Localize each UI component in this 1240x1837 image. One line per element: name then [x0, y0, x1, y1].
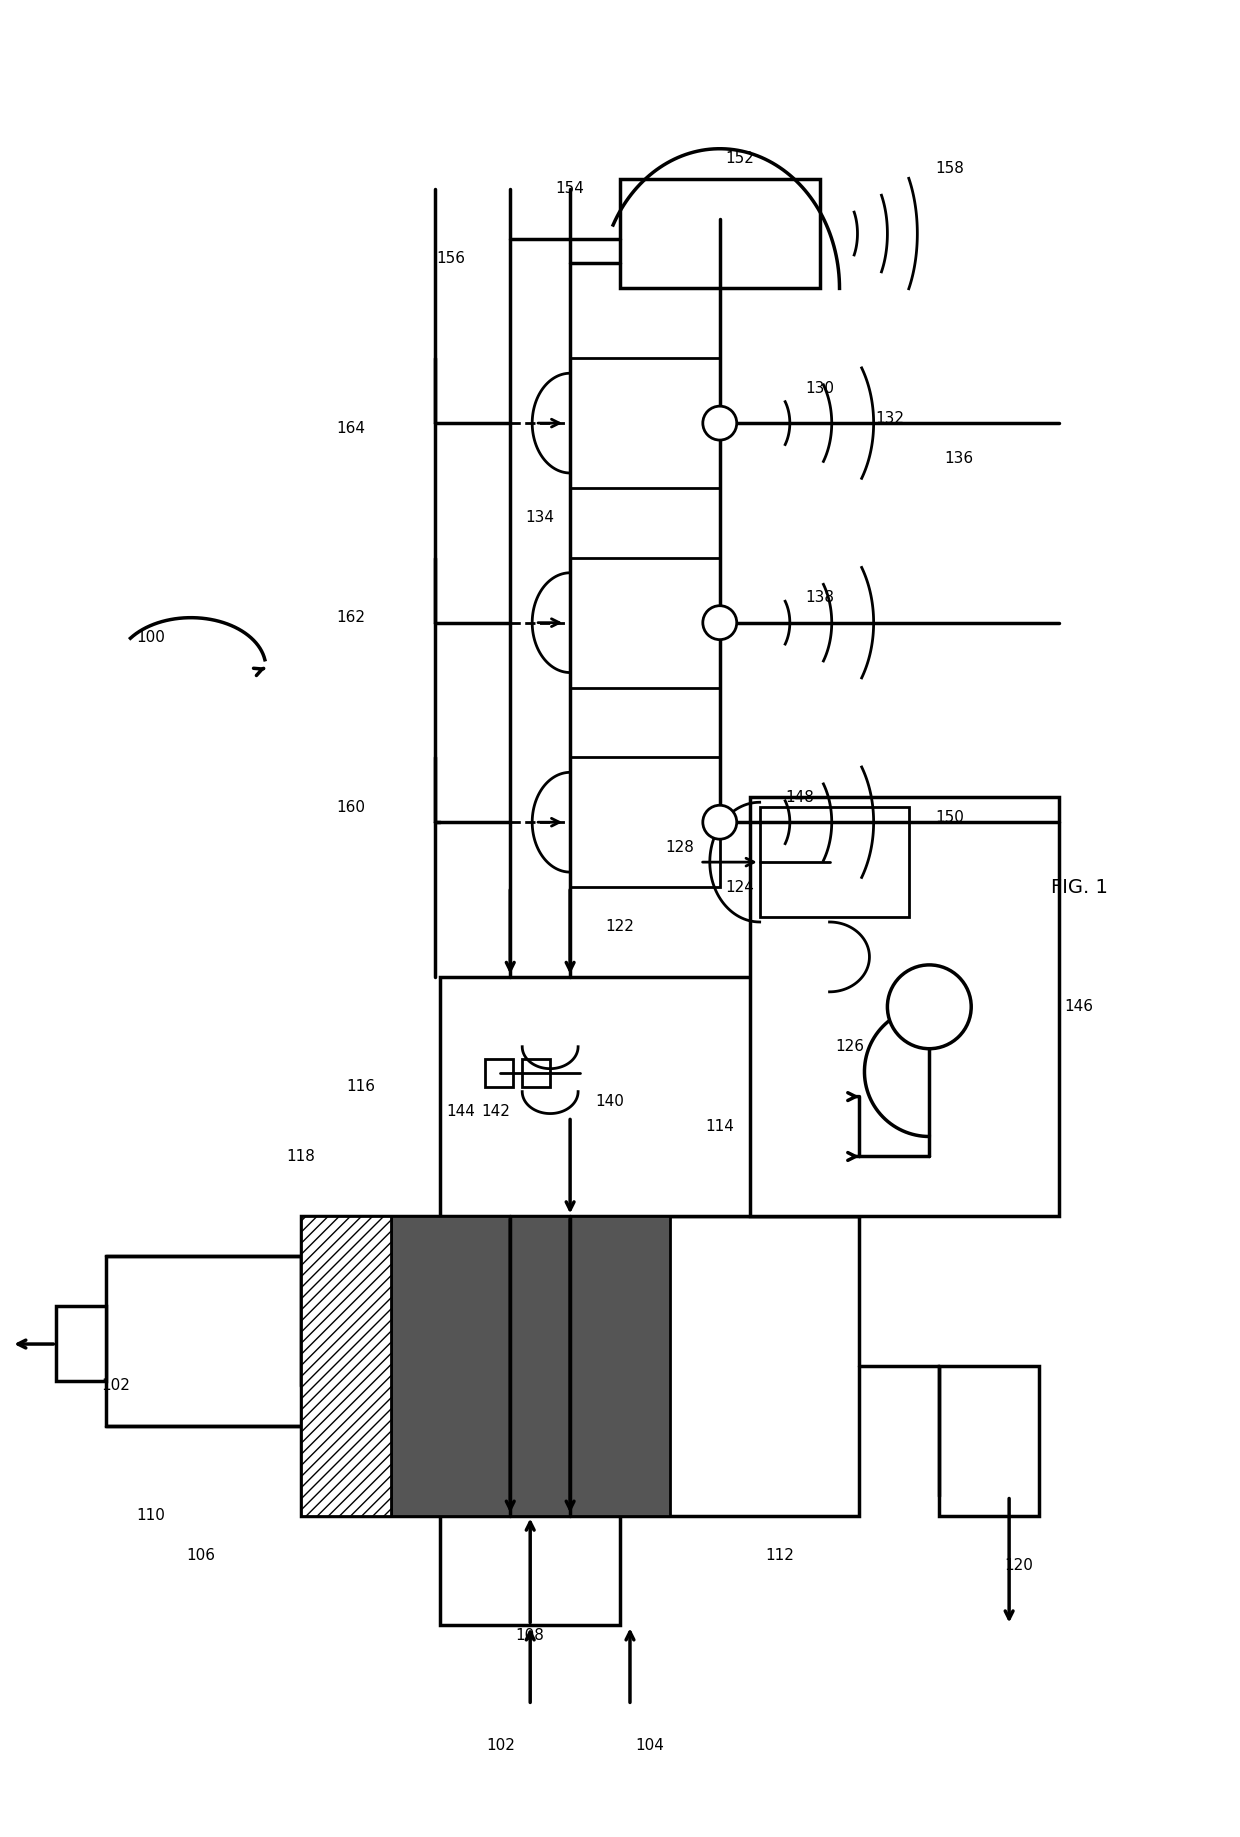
Circle shape — [703, 805, 737, 840]
Bar — [570, 558, 719, 687]
Text: 116: 116 — [346, 1078, 374, 1095]
Text: FIG. 1: FIG. 1 — [1050, 878, 1107, 896]
Text: 114: 114 — [706, 1119, 734, 1133]
Text: 128: 128 — [666, 840, 694, 854]
Bar — [939, 1367, 1039, 1516]
Circle shape — [703, 406, 737, 441]
Text: 100: 100 — [136, 630, 165, 645]
Text: 134: 134 — [526, 511, 554, 525]
Text: 164: 164 — [336, 421, 365, 435]
Text: 156: 156 — [436, 252, 465, 266]
Text: 106: 106 — [186, 1549, 216, 1563]
Text: 146: 146 — [1064, 999, 1094, 1014]
Text: 154: 154 — [556, 182, 584, 197]
Circle shape — [703, 606, 737, 639]
Text: 130: 130 — [805, 380, 835, 395]
Text: 126: 126 — [835, 1040, 864, 1054]
Bar — [107, 1257, 301, 1426]
Bar — [301, 1216, 391, 1516]
Text: 162: 162 — [336, 610, 365, 625]
Bar — [570, 358, 719, 489]
Bar — [750, 797, 1059, 1216]
Text: 108: 108 — [516, 1628, 544, 1642]
Text: 112: 112 — [765, 1549, 794, 1563]
Text: 136: 136 — [945, 450, 973, 465]
Text: 122: 122 — [605, 920, 635, 935]
Text: 102: 102 — [102, 1378, 130, 1394]
Text: 120: 120 — [1004, 1558, 1034, 1572]
Bar — [440, 1516, 620, 1626]
Bar — [391, 1216, 670, 1516]
Bar — [440, 977, 859, 1216]
Text: 148: 148 — [785, 790, 813, 805]
Text: 158: 158 — [935, 162, 963, 176]
Bar — [570, 757, 719, 887]
Text: 124: 124 — [725, 880, 754, 895]
Text: 104: 104 — [635, 1738, 665, 1752]
Text: 132: 132 — [875, 411, 904, 426]
Bar — [485, 1058, 513, 1088]
Text: 152: 152 — [725, 151, 754, 165]
Text: 110: 110 — [136, 1508, 165, 1523]
Text: 150: 150 — [935, 810, 963, 825]
Text: 144: 144 — [446, 1104, 475, 1119]
Text: 140: 140 — [595, 1095, 625, 1110]
Bar — [620, 178, 820, 288]
Text: 118: 118 — [286, 1148, 315, 1165]
Bar — [56, 1306, 107, 1381]
Bar — [522, 1058, 551, 1088]
Bar — [391, 1216, 670, 1516]
Bar — [760, 806, 909, 917]
Text: 142: 142 — [481, 1104, 510, 1119]
Bar — [301, 1216, 859, 1516]
Circle shape — [888, 964, 971, 1049]
Text: 160: 160 — [336, 799, 365, 816]
Text: 102: 102 — [486, 1738, 515, 1752]
Text: 138: 138 — [805, 590, 835, 604]
